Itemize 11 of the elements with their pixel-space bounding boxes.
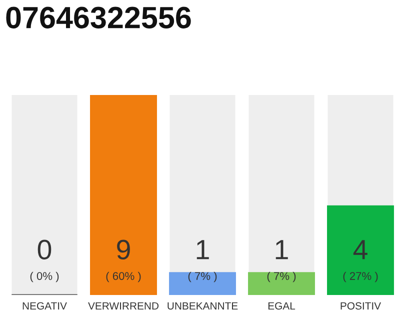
- data-label: 1 ( 7% ): [267, 240, 296, 282]
- chart-title: 07646322556: [6, 6, 191, 28]
- data-label: 9 ( 60% ): [106, 240, 141, 282]
- data-label: 1 ( 7% ): [188, 240, 217, 282]
- x-tick-label: VERWIRREND: [88, 302, 158, 310]
- x-tick-label: NEGATIV: [22, 302, 67, 310]
- x-tick-label: UNBEKANNTE: [168, 302, 238, 310]
- x-tick-label: EGAL: [268, 302, 296, 310]
- data-label: 4 ( 27% ): [343, 240, 378, 282]
- x-tick-label: POSITIV: [340, 302, 382, 310]
- data-label: 0 ( 0% ): [30, 240, 59, 282]
